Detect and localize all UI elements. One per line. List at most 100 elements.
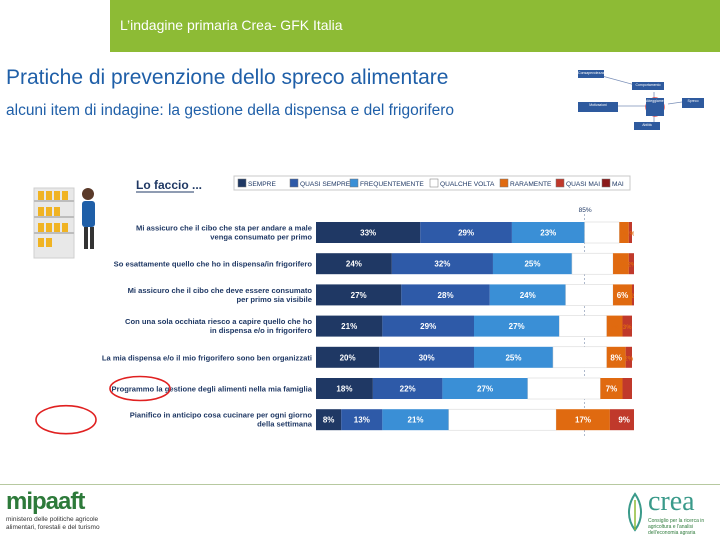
legend-swatch-6	[601, 178, 611, 188]
bar-segment-0-4	[619, 222, 629, 243]
bar-segment-2-2	[489, 284, 566, 306]
data-label-2-0: 27%	[351, 291, 367, 300]
mipaaft-logo-caption: ministero delle politiche agricole alime…	[6, 516, 100, 531]
bar-segment-3-1	[382, 315, 474, 337]
bar-segment-4-4	[606, 346, 626, 368]
data-label-4-5: 2%	[625, 356, 634, 362]
header-bar: L’indagine primaria Crea- GFK Italia	[110, 0, 720, 52]
bar-segment-1-0	[316, 253, 392, 275]
category-label-3-b: in dispensa e/o in frigorifero	[210, 326, 312, 335]
data-label-3-0: 21%	[341, 322, 357, 331]
data-label-0-5: 1%	[626, 232, 634, 238]
legend-label-3: QUALCHE VOLTA	[440, 181, 495, 188]
pantry-illustration	[33, 187, 95, 259]
data-label-5-4: 7%	[606, 385, 618, 394]
data-label-6-2: 21%	[408, 416, 424, 425]
category-label-6-b: della settimana	[257, 420, 313, 429]
header-title: L’indagine primaria Crea- GFK Italia	[120, 17, 343, 33]
category-label-6: Pianifico in anticipo cosa cucinare per …	[130, 411, 313, 420]
data-label-2-2: 24%	[520, 291, 536, 300]
data-label-6-1: 13%	[354, 416, 370, 425]
bar-segment-4-2	[474, 346, 553, 368]
bar-segment-6-1	[341, 409, 383, 431]
category-label-0: Mi assicuro che il cibo che sta per anda…	[136, 224, 312, 233]
slide-subtitle: alcuni item di indagine: la gestione del…	[6, 102, 455, 119]
bar-segment-1-1	[391, 253, 493, 275]
data-label-5-0: 18%	[336, 385, 352, 394]
bar-segment-5-1	[372, 378, 443, 399]
bar-segment-3-3	[559, 315, 607, 337]
bar-segment-3-4	[606, 315, 623, 337]
data-label-3-5: 3%	[623, 325, 632, 331]
footer-divider	[0, 484, 720, 485]
legend-swatch-1	[289, 178, 299, 188]
bar-segment-0-1	[420, 222, 512, 243]
crea-logo-caption: Consiglio per la ricerca in agricoltura …	[648, 518, 705, 536]
bar-segment-6-5	[609, 409, 634, 431]
data-label-4-4: 8%	[610, 353, 622, 362]
data-label-2-1: 28%	[438, 291, 454, 300]
data-label-1-5: 2%	[628, 263, 634, 269]
bar-segment-6-0	[316, 409, 342, 431]
legend-label-2: FREQUENTEMENTE	[360, 181, 424, 188]
data-label-6-0: 8%	[323, 416, 335, 425]
bar-segment-3-5	[622, 315, 632, 337]
bar-segment-2-3	[565, 284, 614, 306]
category-label-4: La mia dispensa e/o il mio frigorifero s…	[102, 353, 312, 362]
data-label-1-4: 5%	[617, 263, 626, 269]
diagram-box-3: Motivazioni	[578, 102, 618, 112]
bar-segment-6-3	[448, 408, 557, 431]
diagram-box-1: Consapevolezza	[578, 70, 604, 78]
data-label-1-0: 24%	[346, 260, 362, 269]
category-label-5: Programmo la gestione degli alimenti nel…	[112, 385, 313, 394]
data-label-4-2: 25%	[505, 353, 521, 362]
data-label-6-4: 17%	[575, 416, 591, 425]
data-label-0-1: 29%	[458, 229, 474, 238]
bar-segment-1-2	[492, 253, 572, 275]
data-label-2-4: 6%	[617, 291, 629, 300]
category-label-2-b: per primo sia visibile	[236, 295, 312, 304]
data-label-3-1: 29%	[420, 322, 436, 331]
bar-segment-0-5	[628, 222, 632, 243]
crea-logo: crea Consiglio per la ricerca in agricol…	[624, 486, 720, 536]
data-label-4-1: 30%	[419, 353, 435, 362]
crea-leaf-icon	[628, 492, 642, 532]
bar-segment-5-4	[600, 378, 623, 399]
legend-swatch-5	[555, 178, 565, 188]
data-label-1-2: 25%	[524, 260, 540, 269]
data-label-0-4: 3%	[620, 232, 629, 238]
legend-swatch-2	[349, 178, 359, 188]
legend-label-6: MAI	[612, 181, 624, 188]
diagram-box-4: Atteggiamenti	[646, 98, 664, 116]
bar-segment-2-4	[613, 284, 632, 306]
bar-segment-4-1	[379, 346, 474, 368]
chart-marks: 85% Mi assicuro che il cibo che sta per a…	[35, 207, 634, 438]
bar-segment-1-4	[613, 253, 629, 275]
header-left-strip	[0, 0, 110, 52]
legend-swatch-4	[499, 178, 509, 188]
slide-title: Pratiche di prevenzione dello spreco ali…	[6, 66, 449, 89]
bar-segment-2-1	[401, 284, 490, 306]
data-label-3-2: 27%	[509, 322, 525, 331]
bar-segment-3-2	[474, 315, 560, 337]
bar-segment-2-5	[632, 284, 634, 306]
legend-label-1: QUASI SEMPRE	[300, 181, 351, 188]
bar-segment-4-5	[625, 346, 632, 368]
bar-segment-5-3	[527, 377, 601, 400]
data-label-0-0: 33%	[360, 229, 376, 238]
bar-segment-5-5	[622, 378, 632, 399]
stacked-bar-chart: Lo faccio ... SEMPRE QUASI SEMPRE FREQUENTE…	[33, 175, 634, 438]
reference-label: 85%	[579, 207, 592, 214]
data-label-6-5: 9%	[618, 416, 630, 425]
chart-legend: Lo faccio ... SEMPRE QUASI SEMPRE FREQUENTE…	[136, 175, 631, 193]
annotation-circle-pianifico	[35, 404, 97, 435]
diagram-box-6: Abilità	[634, 122, 660, 130]
legend-swatch-0	[237, 178, 247, 188]
chart-title: Lo faccio ...	[136, 178, 202, 192]
bar-segment-3-0	[316, 315, 383, 337]
data-label-0-2: 23%	[540, 229, 556, 238]
flow-diagram-thumbnail: Consapevolezza Comportamento Motivazioni…	[574, 66, 714, 146]
mipaaft-logo: mipaaft ministero delle politiche agrico…	[6, 488, 116, 538]
bar-segment-4-3	[552, 346, 607, 369]
bar-segment-0-0	[316, 222, 421, 243]
